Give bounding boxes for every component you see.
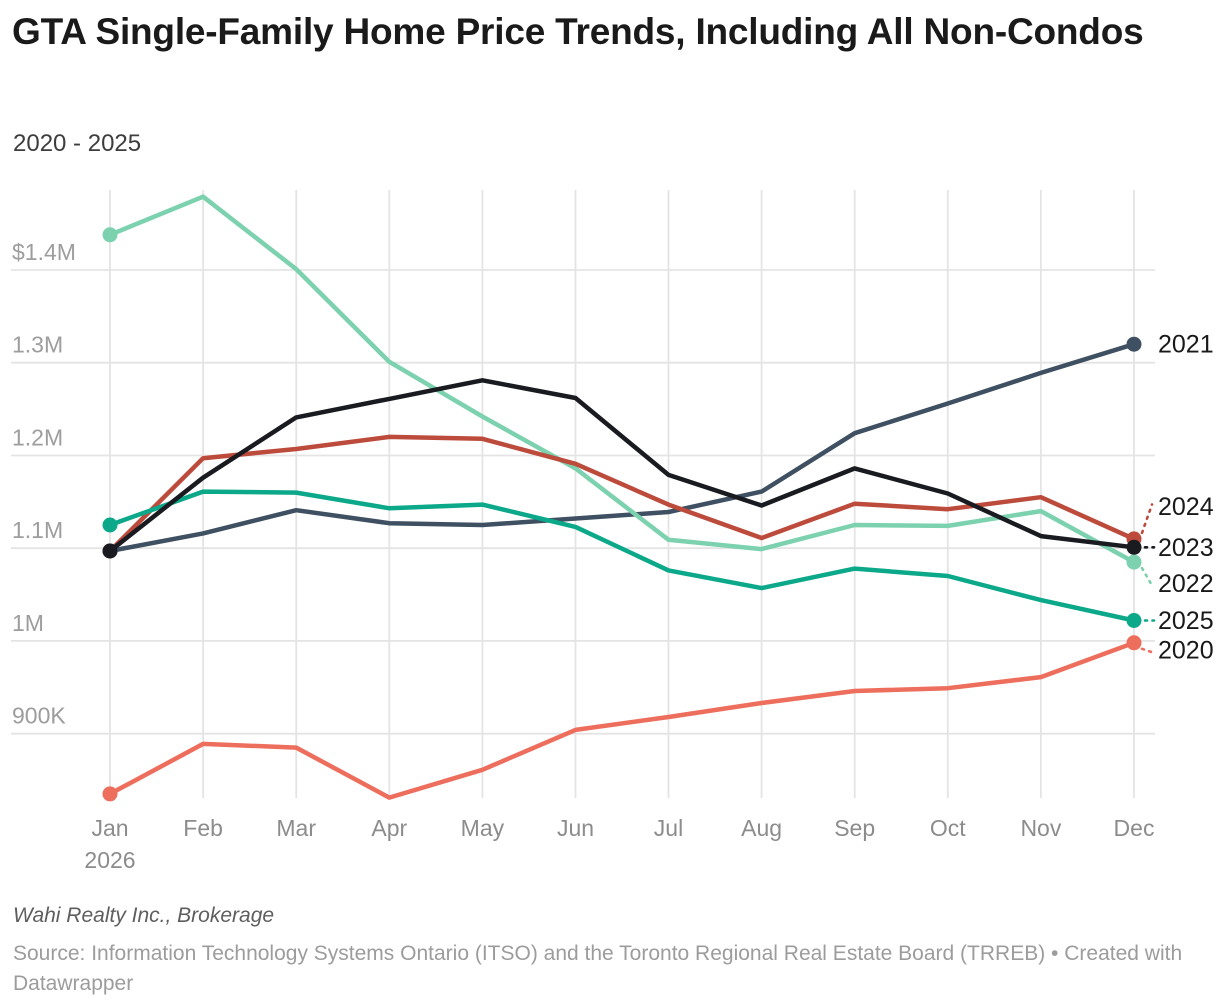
x-axis-label: Jan bbox=[91, 815, 128, 841]
x-axis-label: Sep bbox=[834, 815, 875, 841]
series-year-label-2021: 2021 bbox=[1158, 331, 1214, 359]
series-start-dot-2022 bbox=[102, 227, 118, 243]
x-axis-label: Mar bbox=[276, 815, 316, 841]
x-axis-label: Aug bbox=[741, 815, 782, 841]
x-axis-label: Nov bbox=[1020, 815, 1061, 841]
series-end-dot-2023 bbox=[1126, 539, 1142, 555]
series-leader-line-2020 bbox=[1140, 647, 1154, 654]
chart-source-note: Source: Information Technology Systems O… bbox=[13, 942, 1183, 995]
x-axis-year-label: 2026 bbox=[84, 847, 135, 873]
x-axis-label: Apr bbox=[371, 815, 407, 841]
series-end-dot-2021 bbox=[1126, 336, 1142, 352]
y-axis-label: 1.2M bbox=[12, 425, 63, 451]
chart-title: GTA Single-Family Home Price Trends, Inc… bbox=[12, 11, 1144, 52]
series-2022: 2022 bbox=[102, 194, 1214, 598]
x-axis-label: May bbox=[461, 815, 505, 841]
y-axis-label: 1.1M bbox=[12, 517, 63, 543]
y-axis-labels: $1.4M 1.3M 1.2M 1.1M 1M 900K bbox=[12, 239, 76, 729]
chart-subtitle: 2020 - 2025 bbox=[13, 130, 142, 157]
series-start-dot-2023 bbox=[102, 543, 118, 559]
vertical-gridlines bbox=[109, 190, 1135, 798]
series-2021: 2021 bbox=[102, 331, 1214, 559]
x-axis-label: Dec bbox=[1114, 815, 1155, 841]
series-start-dot-2025 bbox=[102, 517, 118, 533]
x-axis-label: Feb bbox=[183, 815, 223, 841]
series-leader-line-2024 bbox=[1140, 503, 1154, 535]
chart-byline: Wahi Realty Inc., Brokerage bbox=[13, 904, 275, 927]
series-year-label-2025: 2025 bbox=[1158, 607, 1214, 635]
y-axis-label: 1M bbox=[12, 610, 44, 636]
x-axis-label: Jun bbox=[557, 815, 594, 841]
y-axis-label: $1.4M bbox=[12, 239, 76, 265]
series-line-2020 bbox=[107, 640, 1137, 800]
x-axis-labels: Jan Feb Mar Apr May Jun Jul Aug Sep Oct Nov Dec 2026 bbox=[84, 815, 1154, 873]
series-line-2021 bbox=[107, 341, 1137, 554]
series-line-2025 bbox=[107, 489, 1137, 623]
series-line-2022 bbox=[107, 194, 1137, 565]
series-year-label-2020: 2020 bbox=[1158, 637, 1214, 665]
series-year-label-2023: 2023 bbox=[1158, 534, 1214, 562]
series-start-dot-2020 bbox=[102, 786, 118, 802]
x-axis-label: Oct bbox=[930, 815, 966, 841]
series-year-label-2022: 2022 bbox=[1158, 570, 1214, 598]
series-2020: 2020 bbox=[102, 635, 1214, 802]
series-year-label-2024: 2024 bbox=[1158, 493, 1214, 521]
x-axis-label: Jul bbox=[654, 815, 683, 841]
y-axis-label: 1.3M bbox=[12, 332, 63, 358]
series-2023: 2023 bbox=[102, 378, 1214, 562]
series-end-dot-2022 bbox=[1126, 554, 1142, 570]
y-axis-label: 900K bbox=[12, 703, 66, 729]
horizontal-gridlines bbox=[11, 269, 1155, 735]
series-line-2024 bbox=[107, 434, 1137, 554]
series-leader-line-2022 bbox=[1140, 566, 1154, 587]
series-2025: 2025 bbox=[102, 489, 1214, 635]
series-end-dot-2020 bbox=[1126, 635, 1142, 651]
series-line-2023 bbox=[107, 378, 1137, 554]
series-end-dot-2025 bbox=[1126, 613, 1142, 628]
